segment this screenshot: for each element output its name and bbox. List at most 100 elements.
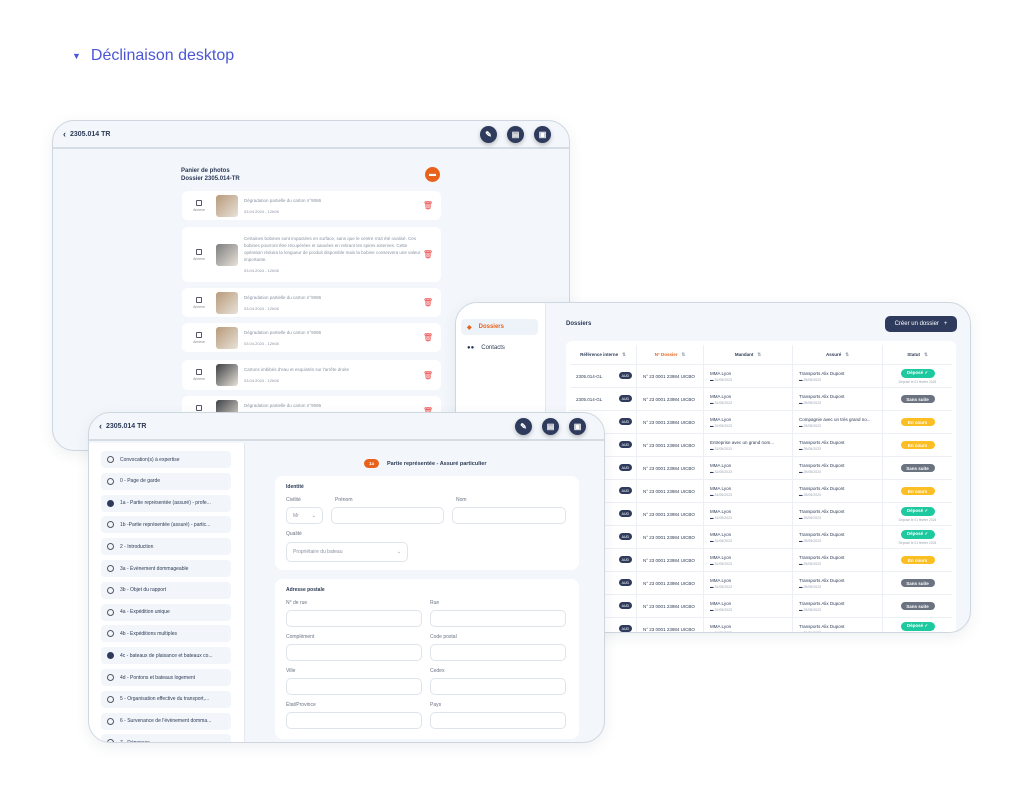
radio-icon[interactable]	[107, 477, 114, 485]
top-bar: ‹ 2305.014 TR ✎ ▤ ▣	[89, 413, 604, 441]
trash-icon[interactable]: 🗑	[422, 333, 434, 342]
section-item[interactable]: 3b - Objet du rapport	[101, 581, 231, 599]
annex-checkbox[interactable]: Annexe	[188, 199, 210, 212]
filter-icon[interactable]: ⇅	[757, 351, 762, 357]
address-input[interactable]	[286, 712, 422, 729]
prenom-input[interactable]	[331, 507, 444, 524]
document-icon[interactable]: ▤	[542, 418, 559, 435]
radio-icon[interactable]	[107, 543, 114, 551]
nom-input[interactable]	[452, 507, 566, 524]
radio-icon[interactable]	[107, 695, 114, 703]
address-input[interactable]	[430, 712, 566, 729]
assure-date: 25/05/2023	[799, 378, 876, 382]
photo-thumbnail[interactable]	[216, 291, 238, 314]
column-header[interactable]: Statut ⇅	[883, 345, 952, 364]
sidebar-item-contacts[interactable]: ●● Contacts	[467, 345, 505, 351]
section-item[interactable]: 4c - bateaux de plaisance et bateaux co.…	[101, 647, 231, 665]
photo-thumbnail[interactable]	[216, 364, 238, 386]
photo-thumbnail[interactable]	[216, 243, 238, 266]
radio-icon[interactable]	[107, 608, 114, 616]
photo-thumbnail[interactable]	[216, 194, 238, 217]
section-item[interactable]: 4d - Pontons et bateaux logement	[101, 669, 231, 686]
column-header[interactable]: N° Dossier ⇅	[637, 345, 704, 364]
radio-icon[interactable]	[107, 499, 114, 507]
back-icon[interactable]: ‹	[63, 129, 66, 139]
trash-icon[interactable]: 🗑	[422, 370, 434, 380]
trash-icon[interactable]: 🗑	[422, 201, 434, 210]
filter-icon[interactable]: ⇅	[622, 351, 626, 357]
annex-checkbox[interactable]: Annexe	[188, 331, 210, 344]
gallery-icon[interactable]: ▣	[569, 418, 586, 435]
gallery-icon[interactable]: ▣	[534, 126, 551, 143]
civilite-select[interactable]: Mr ⌄	[286, 507, 323, 524]
section-item[interactable]: 4b - Expéditions multiples	[101, 625, 231, 643]
qualite-select[interactable]: Propriétaire du bateau ⌄	[286, 542, 408, 562]
address-input[interactable]	[286, 678, 422, 695]
filter-icon[interactable]: ⇅	[681, 351, 686, 357]
sidebar-item-dossiers[interactable]: ◆ Dossiers	[461, 319, 538, 335]
trash-icon[interactable]: 🗑	[422, 250, 434, 259]
annex-checkbox[interactable]: Annexe	[188, 369, 210, 381]
column-header[interactable]: Mandant ⇅	[704, 345, 793, 364]
attachment-icon[interactable]: ✎	[515, 418, 532, 435]
radio-icon[interactable]	[107, 717, 114, 725]
radio-icon[interactable]	[107, 630, 114, 638]
checkbox-icon[interactable]	[196, 248, 202, 255]
radio-icon[interactable]	[107, 652, 114, 660]
section-item[interactable]: 2 - Introduction	[101, 538, 231, 556]
section-item[interactable]: 4a - Expédition unique	[101, 603, 231, 621]
add-folder-button[interactable]: ▬	[425, 167, 440, 182]
address-input[interactable]	[430, 610, 566, 627]
section-item[interactable]: 7 - Dépenses	[101, 734, 231, 742]
radio-icon[interactable]	[107, 456, 114, 463]
filter-icon[interactable]: ⇅	[923, 351, 928, 357]
checkbox-icon[interactable]	[196, 296, 202, 303]
attachment-icon[interactable]: ✎	[480, 126, 497, 143]
section-item[interactable]: 5 - Organisation effective du transport,…	[101, 690, 231, 708]
section-item[interactable]: Convocation(s) à expertise	[101, 451, 231, 468]
address-input[interactable]	[430, 644, 566, 661]
photo-thumbnail[interactable]	[216, 326, 238, 349]
annex-checkbox[interactable]: Annexe	[188, 296, 210, 309]
filter-icon[interactable]: ⇅	[845, 351, 850, 357]
checkbox-icon[interactable]	[196, 331, 202, 338]
section-item[interactable]: 6 - Survenance de l'évènement domma...	[101, 712, 231, 730]
trash-icon[interactable]: 🗑	[422, 298, 434, 307]
address-input[interactable]	[430, 678, 566, 695]
radio-icon[interactable]	[107, 586, 114, 594]
radio-icon[interactable]	[107, 565, 114, 572]
trash-icon[interactable]: 🗑	[422, 406, 434, 416]
radio-icon[interactable]	[107, 739, 114, 742]
column-header[interactable]: Assuré ⇅	[793, 345, 883, 364]
address-input[interactable]	[286, 610, 422, 627]
section-item[interactable]: 3a - Évènement dommageable	[101, 560, 231, 577]
checkbox-icon[interactable]	[196, 199, 202, 206]
checkbox-icon[interactable]	[196, 405, 202, 411]
back-icon[interactable]: ‹	[99, 421, 102, 431]
checkbox-icon[interactable]	[196, 369, 202, 375]
section-item[interactable]: 0 - Page de garde	[101, 472, 231, 490]
section-item[interactable]: 1a - Partie représentée (assuré) - profe…	[101, 494, 231, 512]
status-cell: En cours	[883, 411, 952, 433]
document-icon[interactable]: ▤	[507, 126, 524, 143]
address-input[interactable]	[286, 644, 422, 661]
annex-checkbox[interactable]: Annexe	[188, 248, 210, 261]
radio-icon[interactable]	[107, 521, 114, 529]
section-item[interactable]: 1b -Partie représentée (assuré) - partic…	[101, 516, 231, 534]
column-header[interactable]: Référence interne ⇅	[570, 345, 637, 364]
radio-icon[interactable]	[107, 674, 114, 681]
status-badge: Sans suite	[900, 579, 935, 587]
create-dossier-button[interactable]: Créer un dossier +	[885, 316, 957, 332]
